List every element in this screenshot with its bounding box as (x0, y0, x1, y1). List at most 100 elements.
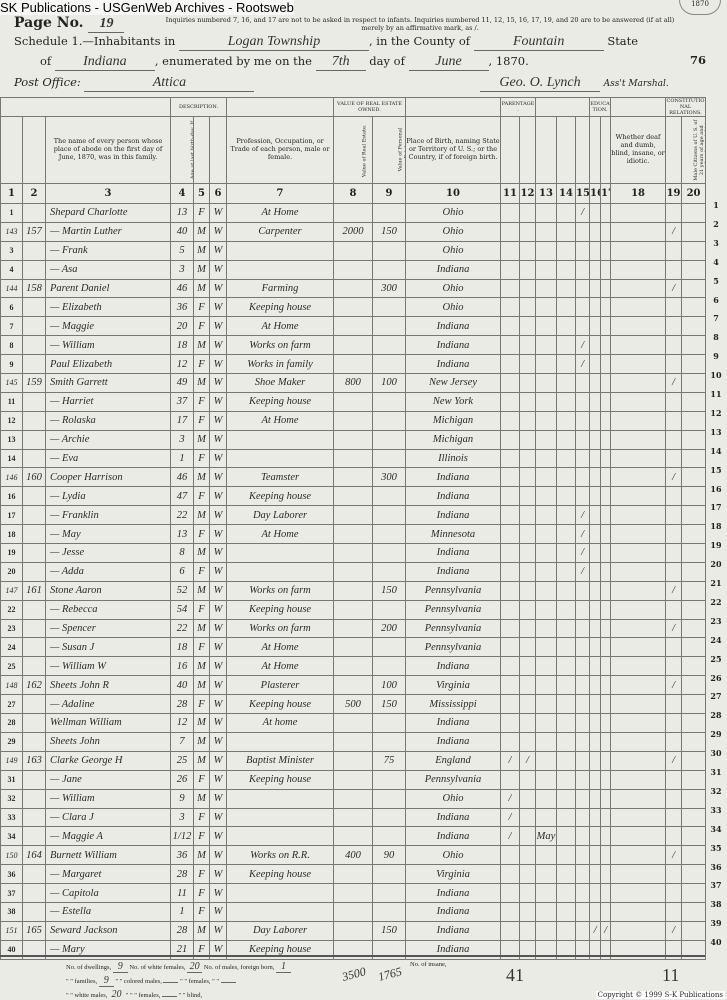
family-no (22, 826, 46, 847)
birthplace: Pennsylvania (405, 580, 502, 601)
age: 5 (170, 240, 195, 261)
table-row: 23 — Spencer 22 M W Works on farm 200 Pennsylva… (0, 618, 707, 639)
birthplace: Indiana (405, 335, 502, 356)
table-row: 28 Wellman William 12 M W At home Indiana (0, 713, 707, 733)
personal-estate-value: 300 (372, 467, 407, 488)
mark-col-12 (519, 883, 537, 903)
color: W (209, 467, 228, 488)
sex: F (193, 599, 211, 620)
age: 40 (170, 675, 195, 696)
mark-col-16 (589, 448, 602, 469)
mark-col-19 (665, 486, 683, 507)
personal-estate-value (372, 429, 407, 450)
color: W (209, 448, 228, 469)
page-number: Page No. 19 (14, 15, 125, 33)
person-name: — Rolaska (44, 410, 172, 431)
real-estate-value (333, 448, 374, 469)
mark-col-18 (610, 505, 667, 526)
mark-col-15 (575, 599, 591, 620)
mark-col-13 (535, 656, 558, 677)
total-11: 11 (662, 965, 680, 985)
mark-col-18 (610, 316, 667, 337)
mark-col-12 (519, 864, 537, 885)
family-no (22, 637, 46, 658)
dwelling-no: 149 (0, 750, 23, 771)
occupation: Keeping house (226, 864, 335, 885)
mark-col-20 (681, 694, 707, 715)
mark-col-11 (500, 448, 521, 469)
mark-col-20 (681, 883, 707, 903)
mark-col-17 (600, 807, 612, 828)
person-name: — William (44, 335, 172, 356)
personal-estate-value (372, 391, 407, 412)
birthplace: Indiana (405, 259, 502, 280)
personal-estate-value (372, 316, 407, 337)
age: 1 (170, 901, 195, 922)
mark-col-15: / (575, 335, 591, 356)
dwelling-no: 146 (0, 467, 23, 488)
table-row: 9 Paul Elizabeth 12 F W Works in family Indian… (0, 354, 707, 375)
family-no: 161 (22, 580, 46, 601)
mark-col-13 (535, 486, 558, 507)
sex: M (193, 467, 211, 488)
personal-estate-value (372, 524, 407, 545)
color: W (209, 731, 228, 752)
mark-col-18 (610, 580, 667, 601)
occupation (226, 240, 335, 261)
mark-col-13 (535, 259, 558, 280)
mark-col-15 (575, 675, 591, 696)
mark-col-16 (589, 297, 602, 318)
real-estate-value (333, 675, 374, 696)
mark-col-13 (535, 788, 558, 809)
mark-col-15 (575, 713, 591, 733)
mark-col-19 (665, 335, 683, 356)
mark-col-14 (556, 335, 577, 356)
real-estate-value (333, 524, 374, 545)
personal-estate-value (372, 486, 407, 507)
occupation: Keeping house (226, 599, 335, 620)
mark-col-14 (556, 297, 577, 318)
sex: F (193, 316, 211, 337)
row-number: 8 (0, 335, 23, 356)
family-no (22, 335, 46, 356)
occupation: Day Laborer (226, 920, 335, 941)
person-name: — Mary (44, 939, 172, 960)
mark-col-14 (556, 448, 577, 469)
table-row: 144 158 Parent Daniel 46 M W Farming 300 Ohio / (0, 278, 707, 299)
mark-col-15 (575, 920, 591, 941)
table-row: 149 163 Clarke George H 25 M W Baptist Ministe… (0, 750, 707, 771)
table-row: 33 — Clara J 3 F W Indiana / (0, 807, 707, 828)
mark-col-11 (500, 864, 521, 885)
mark-col-12 (519, 713, 537, 733)
mark-col-14 (556, 221, 577, 242)
person-name: Sheets John (44, 731, 172, 752)
mark-col-15 (575, 845, 591, 866)
sex: F (193, 807, 211, 828)
mark-col-18 (610, 864, 667, 885)
occupation: Baptist Minister (226, 750, 335, 771)
person-name: — Harriet (44, 391, 172, 412)
personal-estate-value: 100 (372, 373, 407, 393)
mark-col-14 (556, 637, 577, 658)
mark-col-16 (589, 845, 602, 866)
personal-estate-value (372, 203, 407, 223)
mark-col-20 (681, 259, 707, 280)
birthplace: Indiana (405, 561, 502, 582)
row-number: 3 (0, 240, 23, 261)
row-number: 34 (710, 823, 722, 834)
mark-col-13 (535, 845, 558, 866)
footer-line-1: No. of dwellings, 9 No. of white females… (66, 961, 291, 973)
mark-col-13 (535, 543, 558, 563)
real-estate-value (333, 656, 374, 677)
occupation (226, 901, 335, 922)
mark-col-15 (575, 240, 591, 261)
family-no: 165 (22, 920, 46, 941)
person-name: Seward Jackson (44, 920, 172, 941)
mark-col-18 (610, 883, 667, 903)
occupation: At home (226, 713, 335, 733)
mark-col-13 (535, 354, 558, 375)
dwelling-no: 143 (0, 221, 23, 242)
sex: M (193, 656, 211, 677)
person-name: Wellman William (44, 713, 172, 733)
mark-col-20 (681, 807, 707, 828)
